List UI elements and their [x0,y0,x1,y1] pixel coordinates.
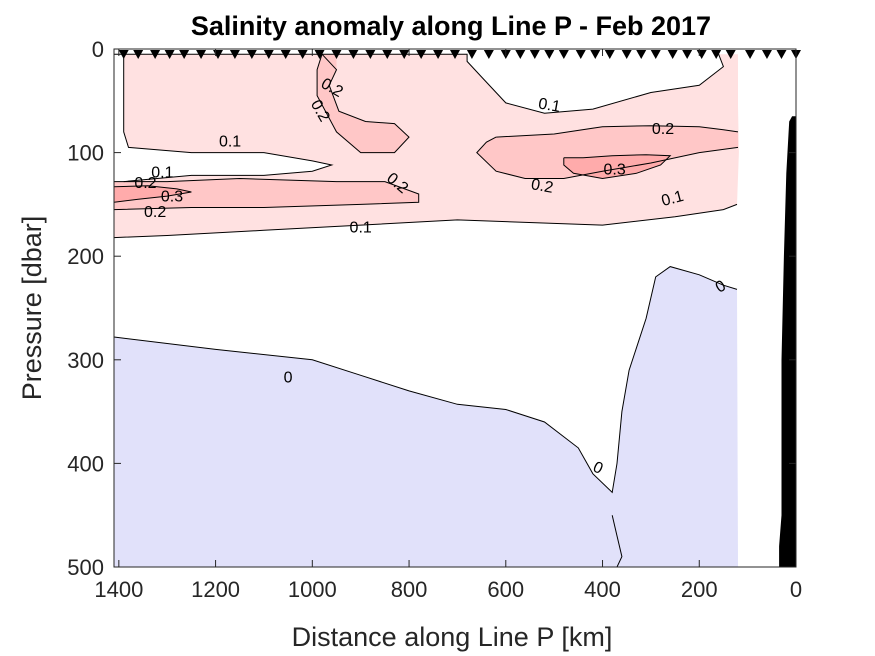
station-marker [650,50,661,59]
station-marker [529,50,540,59]
contour-label-4: 0.2 [134,175,156,192]
y-tick-label: 100 [67,141,104,166]
station-marker [483,50,494,59]
y-axis-ticks: 0 100 200 300 400 500 [67,37,796,580]
station-marker [558,50,569,59]
station-marker [575,50,586,59]
contour-region-negative-region [114,266,738,567]
station-marker [331,50,342,59]
y-axis-label: Pressure [dbar] [17,216,47,401]
contour-label-5: 0.3 [161,188,183,205]
contour-line-8 [114,185,192,203]
station-marker [590,50,601,59]
station-marker [711,50,722,59]
x-tick-label: 1200 [191,577,240,602]
station-marker [725,50,736,59]
y-tick-label: 400 [67,451,104,476]
contour-region-positive-0.2-upper [317,54,409,153]
contour-label-8: 0.1 [350,219,372,236]
contour-line-4 [114,177,420,211]
chart-title: Salinity anomaly along Line P - Feb 2017 [191,11,711,41]
station-marker [416,50,427,59]
x-axis-ticks: 1400 1200 1000 800 600 400 200 0 [94,49,802,602]
contour-region-positive-0.3-upper [563,154,671,179]
contour-label-3: 0.1 [151,165,173,182]
station-marker [515,50,526,59]
y-tick-label: 0 [92,37,104,62]
contour-line-10 [611,515,623,567]
station-marker [682,50,693,59]
x-tick-label: 1400 [94,577,143,602]
station-marker [365,50,376,59]
contour-label-10: 0.2 [652,121,674,138]
contour-label-15: 0 [284,370,293,387]
y-tick-label: 500 [67,555,104,580]
station-marker [776,50,787,59]
plot-area: 0.20.20.10.10.20.30.20.20.10.10.20.30.20… [67,37,802,602]
station-marker [150,50,161,59]
contour-line-5 [496,125,739,138]
station-marker [118,50,129,59]
station-marker [761,50,772,59]
x-tick-label: 400 [584,577,621,602]
contour-lines [114,53,739,567]
station-marker [229,50,240,59]
contour-label-13: 0.1 [660,188,686,210]
station-marker [133,50,144,59]
station-marker [636,50,647,59]
contour-region-anomaly-lt-0.1-intrusion [114,54,332,184]
contour-label-2: 0.1 [219,133,241,150]
contour-label-12: 0.2 [530,176,555,197]
station-marker [667,50,678,59]
contour-region-positive-0.2-right [476,125,738,179]
x-tick-label: 600 [487,577,524,602]
station-marker [246,50,257,59]
contour-region-positive-0.2-lower [114,178,419,210]
x-tick-label: 1000 [288,577,337,602]
contour-line-9 [114,266,738,494]
contour-line-2 [114,203,738,239]
contour-line-3 [316,53,410,154]
station-marker [604,50,615,59]
station-marker [164,50,175,59]
contour-line-0 [114,53,725,114]
x-tick-label: 0 [790,577,802,602]
station-marker [196,50,207,59]
contour-region-topography [779,116,796,567]
plot-frame [113,48,797,568]
station-marker [450,50,460,59]
station-marker [544,50,555,59]
station-marker [621,50,632,59]
contour-label-6: 0.2 [144,204,166,221]
station-marker [745,50,756,59]
contour-label-11: 0.3 [603,161,625,178]
station-marker [433,50,444,59]
x-tick-label: 200 [681,577,718,602]
contour-line-1 [123,54,334,183]
station-marker [466,50,477,59]
station-markers [118,50,801,59]
station-marker [382,50,393,59]
x-axis-label: Distance along Line P [km] [292,622,613,652]
station-marker [348,50,359,59]
station-marker [263,50,274,59]
contour-label-9: 0.1 [537,95,562,116]
contour-region-positive-0.3-lower [114,185,192,203]
contour-line-7 [563,154,672,180]
y-tick-label: 200 [67,244,104,269]
station-marker [314,50,325,59]
station-marker [179,50,190,59]
station-marker [280,50,291,59]
station-marker [399,50,410,59]
station-marker [297,50,308,59]
y-tick-label: 300 [67,348,104,373]
x-tick-label: 800 [391,577,428,602]
contour-line-6 [476,136,739,179]
contour-fills [114,54,796,567]
